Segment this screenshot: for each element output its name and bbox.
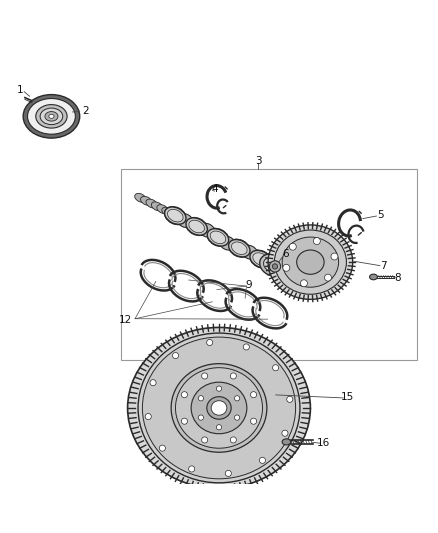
- Ellipse shape: [297, 250, 324, 274]
- Ellipse shape: [135, 193, 146, 203]
- Text: 5: 5: [377, 210, 383, 220]
- Ellipse shape: [232, 242, 247, 255]
- Ellipse shape: [274, 230, 346, 294]
- Circle shape: [259, 457, 265, 463]
- Ellipse shape: [146, 199, 157, 208]
- Ellipse shape: [28, 99, 75, 134]
- Ellipse shape: [282, 237, 339, 287]
- Ellipse shape: [176, 368, 262, 448]
- Text: 9: 9: [245, 280, 252, 290]
- Ellipse shape: [191, 382, 247, 434]
- Bar: [121, 168, 417, 360]
- Ellipse shape: [229, 239, 250, 257]
- Circle shape: [313, 238, 320, 245]
- Ellipse shape: [162, 207, 173, 216]
- Ellipse shape: [36, 104, 67, 128]
- Circle shape: [283, 264, 290, 271]
- Text: 12: 12: [119, 314, 132, 325]
- Text: 7: 7: [380, 261, 387, 271]
- Circle shape: [189, 466, 195, 472]
- Circle shape: [216, 425, 222, 430]
- Ellipse shape: [253, 253, 268, 265]
- Circle shape: [251, 392, 257, 398]
- Ellipse shape: [207, 229, 229, 246]
- Circle shape: [234, 395, 240, 401]
- Ellipse shape: [186, 217, 208, 236]
- Text: 16: 16: [317, 438, 330, 448]
- Circle shape: [181, 418, 187, 424]
- Circle shape: [282, 430, 288, 436]
- Ellipse shape: [152, 202, 163, 211]
- Circle shape: [201, 373, 208, 379]
- Ellipse shape: [268, 225, 353, 300]
- Circle shape: [331, 253, 338, 260]
- Circle shape: [216, 386, 222, 391]
- Circle shape: [230, 437, 237, 443]
- Text: 2: 2: [82, 106, 88, 116]
- Ellipse shape: [40, 108, 63, 125]
- Ellipse shape: [229, 239, 250, 257]
- Ellipse shape: [171, 364, 267, 452]
- Ellipse shape: [189, 220, 205, 233]
- Ellipse shape: [250, 251, 271, 268]
- Ellipse shape: [211, 401, 227, 415]
- Circle shape: [325, 274, 332, 281]
- Ellipse shape: [165, 207, 186, 224]
- Ellipse shape: [241, 245, 258, 259]
- Text: 15: 15: [341, 392, 354, 402]
- Ellipse shape: [45, 111, 58, 121]
- Circle shape: [173, 352, 179, 359]
- Ellipse shape: [207, 397, 231, 419]
- Ellipse shape: [23, 94, 80, 138]
- Circle shape: [201, 437, 208, 443]
- Ellipse shape: [177, 214, 193, 228]
- Circle shape: [272, 365, 279, 371]
- Circle shape: [198, 415, 204, 420]
- Circle shape: [234, 415, 240, 420]
- Circle shape: [230, 373, 237, 379]
- Ellipse shape: [186, 218, 207, 235]
- Ellipse shape: [127, 327, 311, 488]
- Ellipse shape: [157, 205, 168, 214]
- Ellipse shape: [199, 223, 215, 237]
- Circle shape: [198, 395, 204, 401]
- Circle shape: [207, 340, 213, 345]
- Circle shape: [181, 392, 187, 398]
- Text: 3: 3: [255, 156, 261, 166]
- Circle shape: [243, 344, 249, 350]
- Ellipse shape: [141, 196, 152, 205]
- Circle shape: [159, 445, 166, 451]
- Ellipse shape: [250, 250, 272, 268]
- Ellipse shape: [49, 115, 54, 118]
- Ellipse shape: [165, 207, 186, 224]
- Ellipse shape: [370, 274, 378, 280]
- Circle shape: [269, 261, 281, 272]
- Circle shape: [145, 414, 151, 419]
- Circle shape: [150, 379, 156, 386]
- Ellipse shape: [219, 236, 236, 250]
- Ellipse shape: [142, 337, 296, 479]
- Text: 4: 4: [212, 184, 218, 194]
- Circle shape: [300, 280, 307, 287]
- Ellipse shape: [260, 254, 285, 276]
- Circle shape: [290, 243, 296, 250]
- Circle shape: [225, 470, 231, 477]
- Ellipse shape: [282, 439, 291, 445]
- Text: 8: 8: [394, 273, 401, 283]
- Ellipse shape: [138, 333, 300, 483]
- Circle shape: [251, 418, 257, 424]
- Ellipse shape: [264, 257, 281, 272]
- Text: 1: 1: [16, 85, 23, 95]
- Ellipse shape: [167, 209, 183, 222]
- Ellipse shape: [207, 228, 229, 246]
- Circle shape: [272, 264, 278, 269]
- Circle shape: [287, 396, 293, 402]
- Text: 6: 6: [283, 249, 289, 259]
- Ellipse shape: [210, 231, 226, 244]
